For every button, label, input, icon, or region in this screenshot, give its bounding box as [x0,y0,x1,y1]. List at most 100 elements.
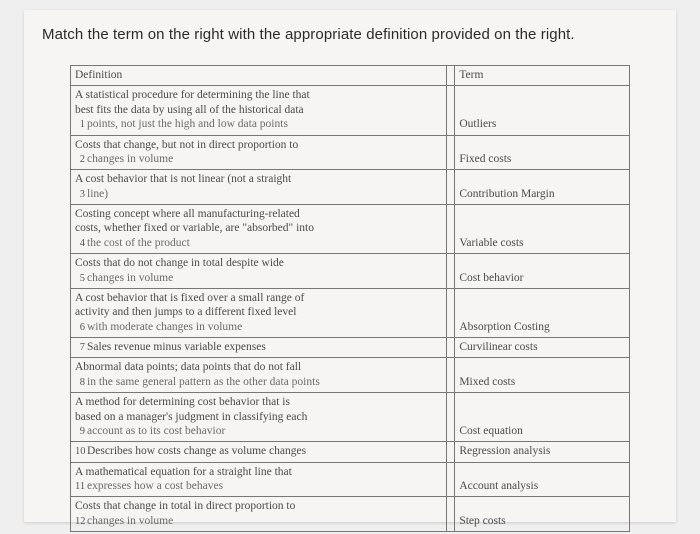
definition-line: A cost behavior that is not linear (not … [75,172,442,186]
definition-line: 1points, not just the high and low data … [75,117,442,131]
definition-line: 3line) [75,187,442,201]
definition-line: 8in the same general pattern as the othe… [75,375,442,389]
term-cell: Curvilinear costs [455,338,630,358]
row-number: 7 [75,341,85,354]
definition-text: based on a manager's judgment in classif… [75,411,307,423]
row-number: 1 [75,118,85,131]
row-number: 6 [75,321,85,334]
definition-text: A cost behavior that is fixed over a sma… [75,292,304,304]
match-table: Definition Term A statistical procedure … [70,65,630,532]
definition-cell: A cost behavior that is not linear (not … [71,170,447,205]
term-cell: Step costs [455,497,630,532]
definition-cell: 10Describes how costs change as volume c… [71,442,447,462]
table-row: A statistical procedure for determining … [71,86,630,135]
term-cell: Fixed costs [455,135,630,170]
definition-line: A mathematical equation for a straight l… [75,465,442,479]
term-cell: Absorption Costing [455,288,630,337]
definition-line: 6with moderate changes in volume [75,320,442,334]
definition-text: Costing concept where all manufacturing-… [75,208,300,220]
spacer-cell [447,393,455,442]
definition-text: Costs that do not change in total despit… [75,257,284,269]
table-row: A mathematical equation for a straight l… [71,462,630,497]
term-cell: Regression analysis [455,442,630,462]
term-cell: Outliers [455,86,630,135]
definition-cell: Abnormal data points; data points that d… [71,358,447,393]
term-cell: Contribution Margin [455,170,630,205]
spacer-cell [447,288,455,337]
definition-line: 5changes in volume [75,271,442,285]
spacer-cell [447,497,455,532]
definition-line: costs, whether fixed or variable, are "a… [75,221,442,235]
definition-text: with moderate changes in volume [87,321,242,333]
row-number: 9 [75,425,85,438]
definition-text: changes in volume [87,153,173,165]
definition-text: costs, whether fixed or variable, are "a… [75,222,314,234]
spacer-cell [447,135,455,170]
row-number: 8 [75,376,85,389]
definition-text: A statistical procedure for determining … [75,89,310,101]
definition-line: 2changes in volume [75,152,442,166]
row-number: 12 [75,515,85,528]
definition-line: best fits the data by using all of the h… [75,103,442,117]
row-number: 11 [75,480,85,493]
table-row: Costs that change, but not in direct pro… [71,135,630,170]
definition-cell: A statistical procedure for determining … [71,86,447,135]
definition-line: activity and then jumps to a different f… [75,305,442,319]
worksheet-page: Match the term on the right with the app… [24,10,676,522]
definition-cell: Costing concept where all manufacturing-… [71,205,447,254]
spacer-cell [447,442,455,462]
definition-line: Costs that change, but not in direct pro… [75,138,442,152]
row-number: 4 [75,237,85,250]
table-header-row: Definition Term [71,66,630,86]
row-number: 10 [75,445,85,458]
spacer-cell [447,170,455,205]
table-row: Costs that change in total in direct pro… [71,497,630,532]
spacer-cell [447,205,455,254]
table-row: A cost behavior that is fixed over a sma… [71,288,630,337]
definition-text: A cost behavior that is not linear (not … [75,173,291,185]
definition-line: 9account as to its cost behavior [75,424,442,438]
term-cell: Variable costs [455,205,630,254]
definition-text: the cost of the product [87,237,190,249]
term-cell: Mixed costs [455,358,630,393]
term-cell: Cost equation [455,393,630,442]
term-cell: Cost behavior [455,254,630,289]
definition-cell: Costs that change in total in direct pro… [71,497,447,532]
definition-text: expresses how a cost behaves [87,480,223,492]
row-number: 2 [75,153,85,166]
spacer-cell [447,254,455,289]
table-row: A method for determining cost behavior t… [71,393,630,442]
definition-text: changes in volume [87,515,173,527]
definition-text: A mathematical equation for a straight l… [75,466,292,478]
definition-line: 4the cost of the product [75,236,442,250]
definition-cell: A mathematical equation for a straight l… [71,462,447,497]
definition-text: best fits the data by using all of the h… [75,104,304,116]
definition-line: 12changes in volume [75,514,442,528]
instruction-text: Match the term on the right with the app… [42,26,658,43]
table-row: 7Sales revenue minus variable expenses Cu… [71,338,630,358]
definition-text: Sales revenue minus variable expenses [87,341,266,353]
definition-cell: A cost behavior that is fixed over a sma… [71,288,447,337]
header-term: Term [455,66,630,86]
definition-cell: 7Sales revenue minus variable expenses [71,338,447,358]
definition-line: based on a manager's judgment in classif… [75,410,442,424]
definition-line: Costs that do not change in total despit… [75,256,442,270]
table-row: Costing concept where all manufacturing-… [71,205,630,254]
table-row: 10Describes how costs change as volume c… [71,442,630,462]
definition-line: Abnormal data points; data points that d… [75,360,442,374]
spacer-cell [447,338,455,358]
spacer-cell [447,462,455,497]
definition-cell: Costs that do not change in total despit… [71,254,447,289]
definition-line: 7Sales revenue minus variable expenses [75,340,442,354]
definition-text: in the same general pattern as the other… [87,376,320,388]
table-row: Abnormal data points; data points that d… [71,358,630,393]
spacer-cell [447,358,455,393]
definition-text: A method for determining cost behavior t… [75,396,290,408]
definition-text: line) [87,188,108,200]
definition-text: activity and then jumps to a different f… [75,306,296,318]
term-cell: Account analysis [455,462,630,497]
definition-line: Costs that change in total in direct pro… [75,499,442,513]
spacer-cell [447,86,455,135]
definition-text: Costs that change, but not in direct pro… [75,139,298,151]
row-number: 3 [75,188,85,201]
